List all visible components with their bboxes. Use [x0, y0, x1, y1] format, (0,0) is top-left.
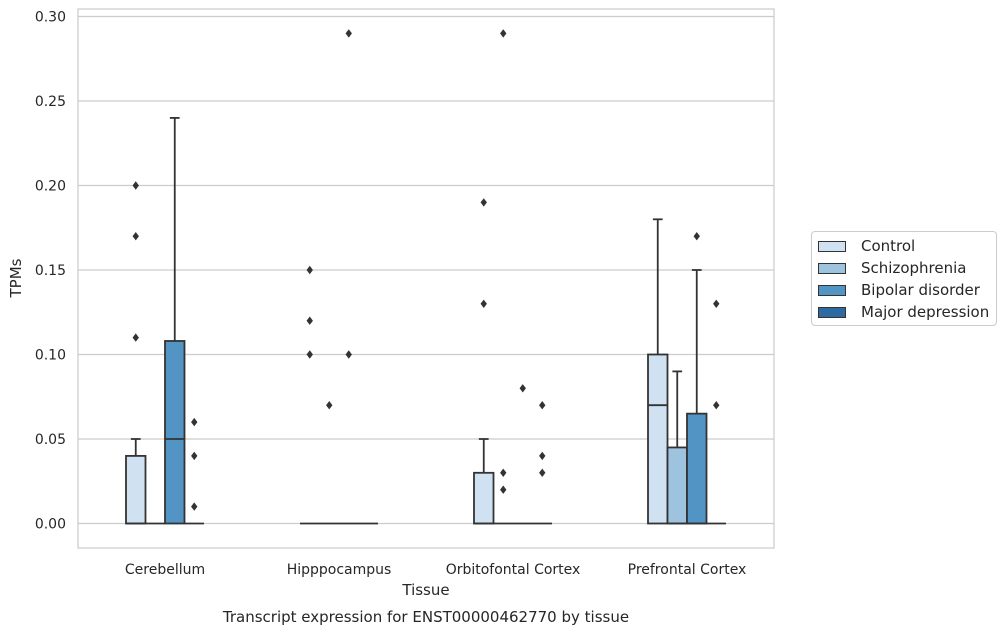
outlier-point [539, 468, 546, 477]
legend-label-control: Control [861, 237, 916, 255]
outlier-point [306, 350, 313, 359]
x-tick-label: Orbitofontal Cortex [446, 562, 581, 578]
legend-label-bipolar-disorder: Bipolar disorder [861, 281, 980, 299]
box [164, 340, 186, 525]
y-axis-ticks: 0.00 0.05 0.10 0.15 0.20 0.25 0.30 [35, 10, 66, 533]
outlier-point [539, 451, 546, 461]
legend-item-major-depression: Major depression [818, 302, 989, 322]
legend-swatch-bipolar-disorder [818, 284, 846, 296]
legend-swatch-major-depression [818, 306, 846, 318]
legend-label-major-depression: Major depression [861, 303, 990, 321]
y-tick-label: 0.30 [35, 10, 66, 26]
box [666, 446, 688, 525]
outlier-point [132, 181, 139, 190]
box [125, 454, 147, 525]
box [647, 353, 669, 525]
outlier-point [713, 299, 720, 308]
outlier-point [539, 401, 546, 410]
y-tick-label: 0.00 [35, 517, 66, 533]
box [473, 471, 495, 525]
x-tick-label: Prefrontal Cortex [628, 562, 747, 578]
outlier-point [306, 316, 313, 325]
outlier-point [500, 468, 507, 477]
outlier-point [326, 401, 333, 410]
box [686, 412, 708, 525]
legend-swatch-schizophrenia [818, 262, 846, 274]
legend-swatch-control [818, 240, 846, 252]
y-tick-label: 0.05 [35, 432, 66, 448]
box-groups [125, 117, 726, 525]
x-tick-label: Cerebellum [125, 562, 205, 578]
outlier-point [132, 232, 139, 241]
y-tick-label: 0.15 [35, 263, 66, 279]
outlier-point [500, 29, 507, 38]
outlier-point [191, 417, 198, 427]
outlier-point [500, 485, 507, 494]
y-tick-label: 0.25 [35, 94, 66, 110]
outlier-point [132, 333, 139, 342]
legend-item-control: Control [818, 236, 915, 256]
outlier-point [345, 350, 352, 359]
outlier-points [132, 29, 720, 511]
outlier-point [713, 401, 720, 410]
outlier-point [345, 29, 352, 38]
legend-label-schizophrenia: Schizophrenia [861, 259, 967, 277]
y-tick-label: 0.10 [35, 348, 66, 364]
legend-item-bipolar-disorder: Bipolar disorder [818, 280, 980, 300]
legend: Control Schizophrenia Bipolar disorder M… [811, 231, 997, 326]
outlier-point [191, 502, 198, 511]
x-tick-label: Hipppocampus [287, 562, 392, 578]
x-axis-ticks: Cerebellum Hipppocampus Orbitofontal Corte… [125, 562, 746, 578]
chart-title: Transcript expression for ENST0000046277… [222, 608, 629, 626]
y-tick-label: 0.20 [35, 179, 66, 195]
outlier-point [191, 451, 198, 461]
outlier-point [480, 299, 487, 308]
legend-item-schizophrenia: Schizophrenia [818, 258, 966, 278]
outlier-point [306, 265, 313, 275]
y-axis-label: TPMs [7, 258, 25, 298]
outlier-point [519, 384, 526, 393]
x-axis-label: Tissue [401, 581, 449, 599]
outlier-point [480, 198, 487, 207]
outlier-point [693, 232, 700, 241]
